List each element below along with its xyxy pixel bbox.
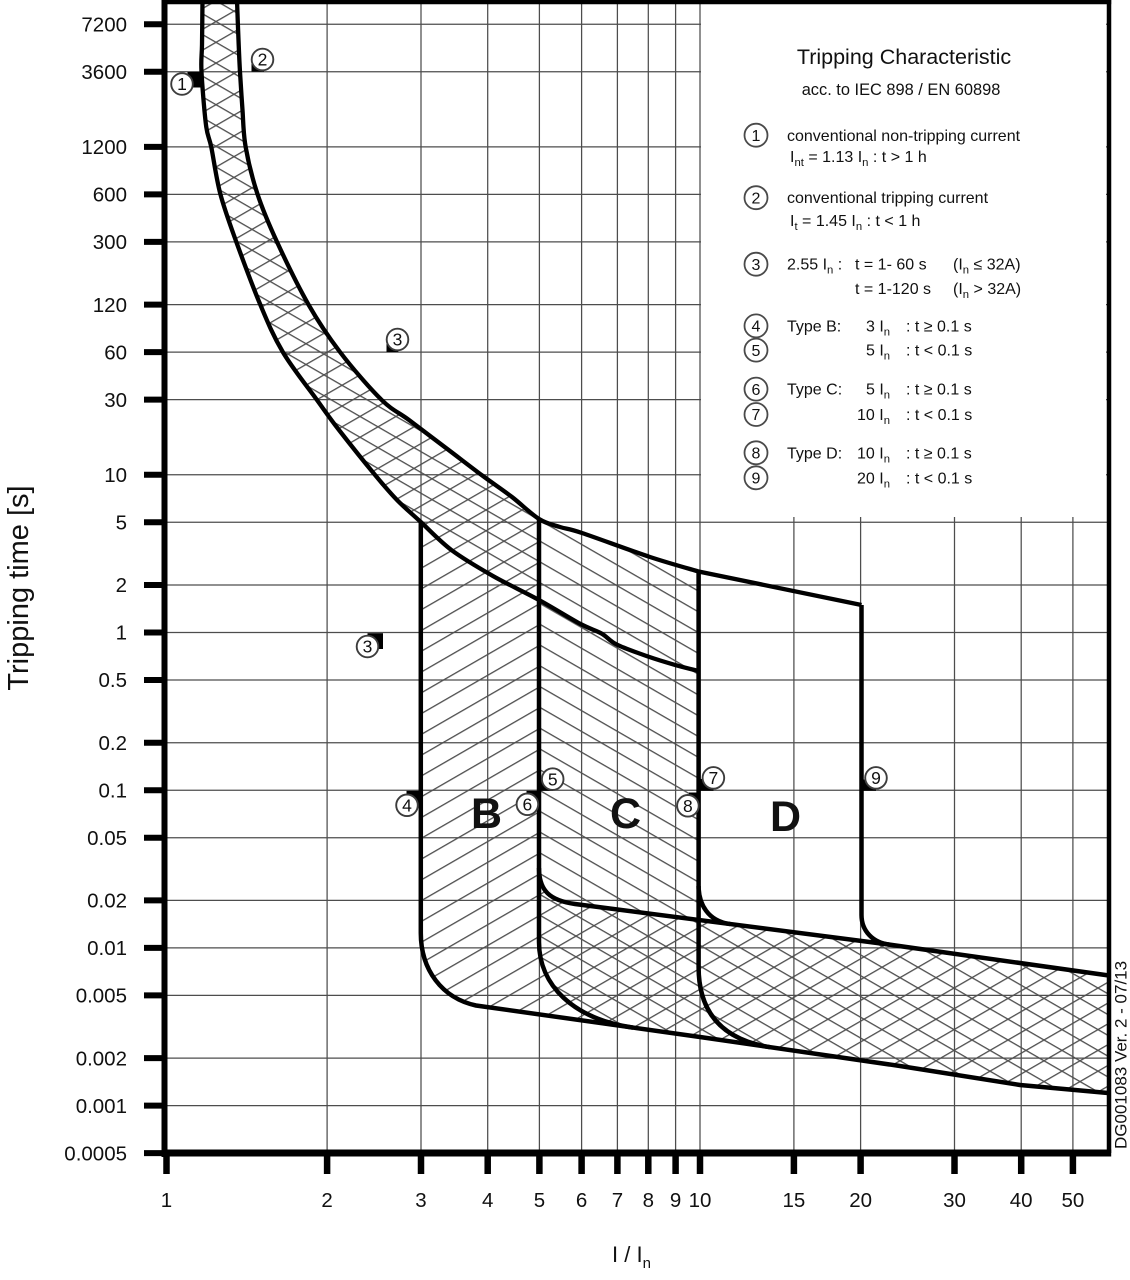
- svg-text:4: 4: [752, 319, 761, 336]
- svg-text:2: 2: [116, 574, 127, 597]
- svg-text:3: 3: [415, 1189, 426, 1212]
- svg-text:Tripping Characteristic: Tripping Characteristic: [797, 45, 1012, 69]
- svg-text:3: 3: [363, 637, 373, 657]
- svg-text:1: 1: [116, 622, 127, 645]
- svg-text:9: 9: [670, 1189, 681, 1212]
- svg-text:6: 6: [576, 1189, 587, 1212]
- svg-text:1: 1: [752, 128, 761, 145]
- svg-text:8: 8: [683, 796, 693, 816]
- svg-text:: t < 0.1 s: : t < 0.1 s: [906, 343, 972, 360]
- svg-text:10 In: 10 In: [857, 445, 890, 465]
- svg-text:5: 5: [548, 769, 558, 789]
- svg-text:1200: 1200: [81, 136, 127, 159]
- svg-text:20: 20: [849, 1189, 872, 1212]
- svg-text:0.001: 0.001: [76, 1095, 127, 1118]
- svg-text:Type D:: Type D:: [787, 445, 842, 462]
- svg-text:6: 6: [752, 382, 761, 399]
- svg-text:4: 4: [482, 1189, 493, 1212]
- svg-text:60: 60: [104, 341, 127, 364]
- svg-text:(In > 32A): (In > 32A): [953, 281, 1021, 301]
- svg-text:5: 5: [534, 1189, 545, 1212]
- svg-text:D: D: [770, 793, 801, 841]
- svg-text:: t ≥ 0.1 s: : t ≥ 0.1 s: [906, 382, 972, 399]
- svg-text:1: 1: [161, 1189, 172, 1212]
- svg-text:It = 1.45 In : t < 1 h: It = 1.45 In : t < 1 h: [790, 213, 920, 233]
- svg-text:2: 2: [258, 50, 268, 70]
- svg-text:7200: 7200: [81, 13, 127, 36]
- svg-text:0.2: 0.2: [99, 732, 128, 755]
- svg-text:Tripping time [s]: Tripping time [s]: [3, 485, 35, 690]
- svg-text:7: 7: [752, 407, 761, 424]
- svg-text:C: C: [610, 790, 641, 838]
- svg-text:9: 9: [871, 768, 881, 788]
- svg-text:B: B: [471, 790, 502, 838]
- svg-text:20 In: 20 In: [857, 470, 890, 490]
- svg-text:4: 4: [402, 796, 412, 816]
- svg-text:10 In: 10 In: [857, 407, 890, 427]
- svg-text:0.005: 0.005: [76, 985, 127, 1008]
- svg-text:0.05: 0.05: [87, 827, 127, 850]
- svg-text:6: 6: [523, 795, 533, 815]
- svg-text:Int = 1.13 In : t > 1 h: Int = 1.13 In : t > 1 h: [790, 149, 927, 169]
- svg-text:8: 8: [643, 1189, 654, 1212]
- svg-text:30: 30: [104, 389, 127, 412]
- svg-text:9: 9: [752, 471, 761, 488]
- svg-text:1: 1: [177, 74, 187, 94]
- svg-text:t = 1-120 s: t = 1-120 s: [855, 281, 931, 298]
- svg-text:7: 7: [709, 768, 719, 788]
- svg-text:(In ≤ 32A): (In ≤ 32A): [953, 257, 1021, 277]
- svg-text:0.02: 0.02: [87, 890, 127, 913]
- svg-text:0.0005: 0.0005: [64, 1142, 127, 1165]
- svg-text:30: 30: [943, 1189, 966, 1212]
- svg-text:Type B:: Type B:: [787, 319, 841, 336]
- svg-text:0.01: 0.01: [87, 937, 127, 960]
- svg-text:0.002: 0.002: [76, 1047, 127, 1070]
- svg-text:300: 300: [93, 231, 127, 254]
- svg-text:10: 10: [104, 464, 127, 487]
- svg-text:DG001083 Ver. 2 - 07/13: DG001083 Ver. 2 - 07/13: [1112, 961, 1130, 1149]
- svg-text:acc. to IEC 898 / EN 60898: acc. to IEC 898 / EN 60898: [802, 81, 1001, 99]
- svg-text:600: 600: [93, 184, 127, 207]
- svg-text:: t ≥ 0.1 s: : t ≥ 0.1 s: [906, 445, 972, 462]
- svg-text:conventional non-tripping curr: conventional non-tripping current: [787, 128, 1021, 145]
- svg-text:40: 40: [1010, 1189, 1033, 1212]
- svg-text:: t < 0.1 s: : t < 0.1 s: [906, 407, 972, 424]
- svg-text:2: 2: [321, 1189, 332, 1212]
- svg-text:: t < 0.1 s: : t < 0.1 s: [906, 470, 972, 487]
- svg-text:Type C:: Type C:: [787, 382, 842, 399]
- svg-text:15: 15: [782, 1189, 805, 1212]
- svg-text:3: 3: [393, 330, 403, 350]
- svg-text:8: 8: [752, 446, 761, 463]
- svg-text:conventional tripping current: conventional tripping current: [787, 190, 989, 207]
- svg-text:0.5: 0.5: [99, 669, 128, 692]
- svg-text:3: 3: [752, 257, 761, 274]
- svg-text:50: 50: [1061, 1189, 1084, 1212]
- svg-text:5: 5: [116, 512, 127, 535]
- svg-text:: t ≥ 0.1 s: : t ≥ 0.1 s: [906, 319, 972, 336]
- svg-text:7: 7: [612, 1189, 623, 1212]
- svg-text:3600: 3600: [81, 61, 127, 84]
- svg-text:10: 10: [689, 1189, 712, 1212]
- svg-text:0.1: 0.1: [99, 779, 128, 802]
- svg-text:120: 120: [93, 294, 127, 317]
- svg-text:5: 5: [752, 343, 761, 360]
- svg-text:t = 1- 60 s: t = 1- 60 s: [855, 257, 927, 274]
- svg-text:2: 2: [752, 190, 761, 207]
